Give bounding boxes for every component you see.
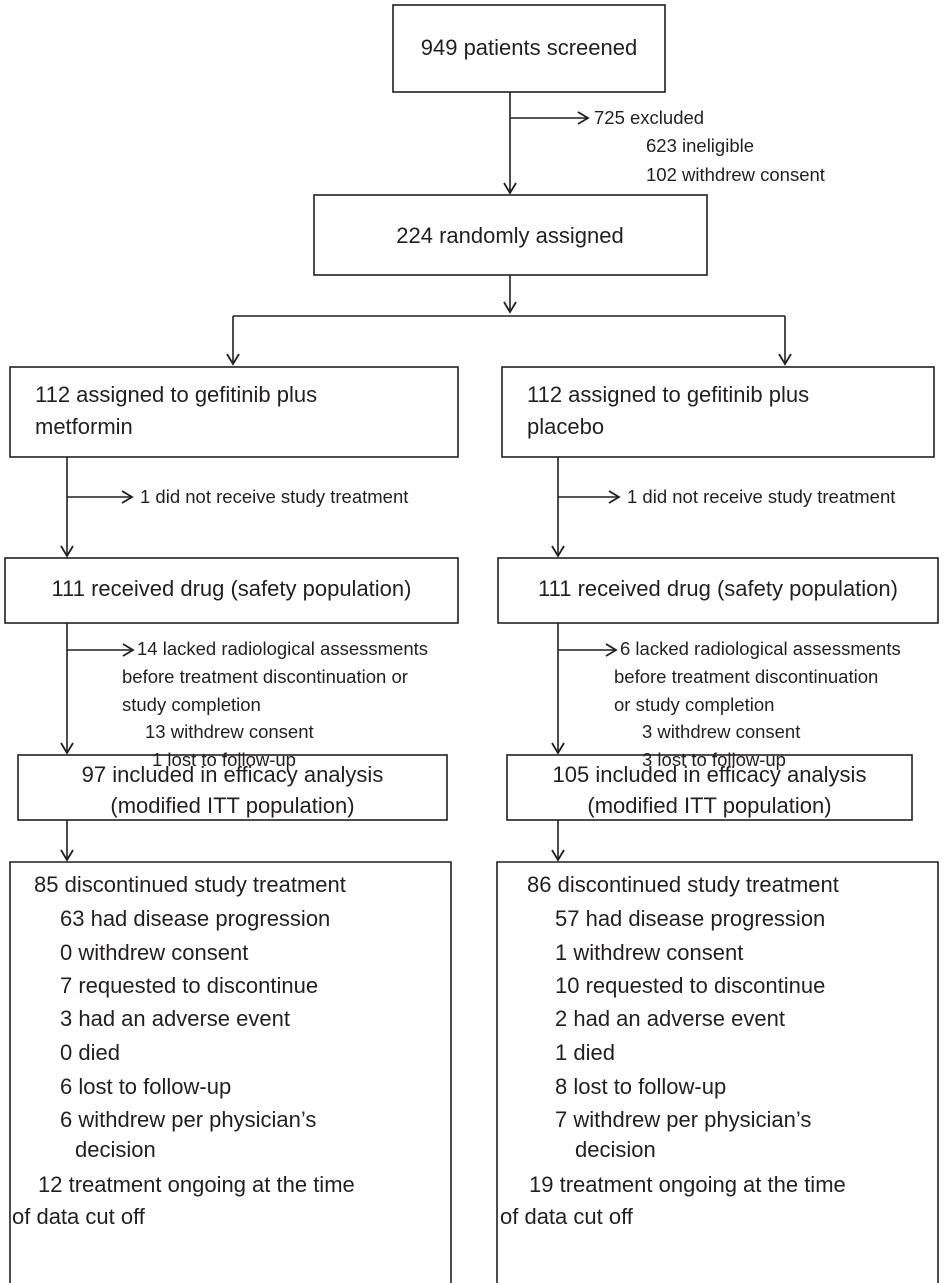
box-text: decision (575, 1137, 656, 1162)
box (9, 861, 452, 1283)
box-text: 8 lost to follow-up (555, 1074, 726, 1099)
box-text: 224 randomly assigned (396, 223, 623, 248)
note-text: 14 lacked radiological assessments (137, 638, 428, 659)
box-text: 6 lost to follow-up (60, 1074, 231, 1099)
box-text: 12 treatment ongoing at the time (38, 1172, 355, 1197)
box-text: decision (75, 1137, 156, 1162)
box-text: 105 included in efficacy analysis (553, 762, 867, 787)
box-text: 6 withdrew per physician’s (60, 1107, 316, 1132)
note-text: before treatment discontinuation (614, 666, 878, 687)
box-text: 949 patients screened (421, 35, 638, 60)
box-text: 111 received drug (safety population) (52, 576, 412, 601)
note-text: 1 lost to follow-up (152, 749, 296, 770)
box (506, 754, 913, 821)
box-text: 0 died (60, 1040, 120, 1065)
box-text: 111 received drug (safety population) (538, 576, 898, 601)
note-text: 623 ineligible (646, 135, 754, 156)
note-text: 102 withdrew consent (646, 164, 825, 185)
box-text: (modified ITT population) (587, 793, 831, 818)
box-text: of data cut off (12, 1204, 146, 1229)
box-text: 0 withdrew consent (60, 940, 248, 965)
box-text: 97 included in efficacy analysis (82, 762, 384, 787)
box (497, 557, 939, 624)
note-text: 1 did not receive study treatment (627, 486, 895, 507)
box-text: metformin (35, 414, 133, 439)
box-text: 7 requested to discontinue (60, 973, 318, 998)
box-text: 1 withdrew consent (555, 940, 743, 965)
box (9, 366, 459, 458)
box-text: 7 withdrew per physician’s (555, 1107, 811, 1132)
note-text: or study completion (614, 694, 774, 715)
box-text: of data cut off (500, 1204, 634, 1229)
box-text: 2 had an adverse event (555, 1006, 785, 1031)
box-text: 1 died (555, 1040, 615, 1065)
box-text: 19 treatment ongoing at the time (529, 1172, 846, 1197)
box-text: 57 had disease progression (555, 906, 825, 931)
note-text: 725 excluded (594, 107, 704, 128)
note-text: 3 withdrew consent (642, 721, 800, 742)
box (392, 4, 666, 93)
box-text: placebo (527, 414, 604, 439)
box-text: (modified ITT population) (110, 793, 354, 818)
note-text: 13 withdrew consent (145, 721, 314, 742)
note-text: 1 did not receive study treatment (140, 486, 408, 507)
box-text: 85 discontinued study treatment (34, 872, 346, 897)
box (501, 366, 935, 458)
box-text: 3 had an adverse event (60, 1006, 290, 1031)
note-text: 3 lost to follow-up (642, 749, 786, 770)
note-text: 6 lacked radiological assessments (620, 638, 901, 659)
note-text: study completion (122, 694, 261, 715)
box-text: 10 requested to discontinue (555, 973, 825, 998)
box-text: 63 had disease progression (60, 906, 330, 931)
box-text: 86 discontinued study treatment (527, 872, 839, 897)
box-text: 112 assigned to gefitinib plus (527, 382, 809, 407)
note-text: before treatment discontinuation or (122, 666, 408, 687)
box (17, 754, 448, 821)
box (496, 861, 939, 1283)
box-text: 112 assigned to gefitinib plus (35, 382, 317, 407)
box (4, 557, 459, 624)
